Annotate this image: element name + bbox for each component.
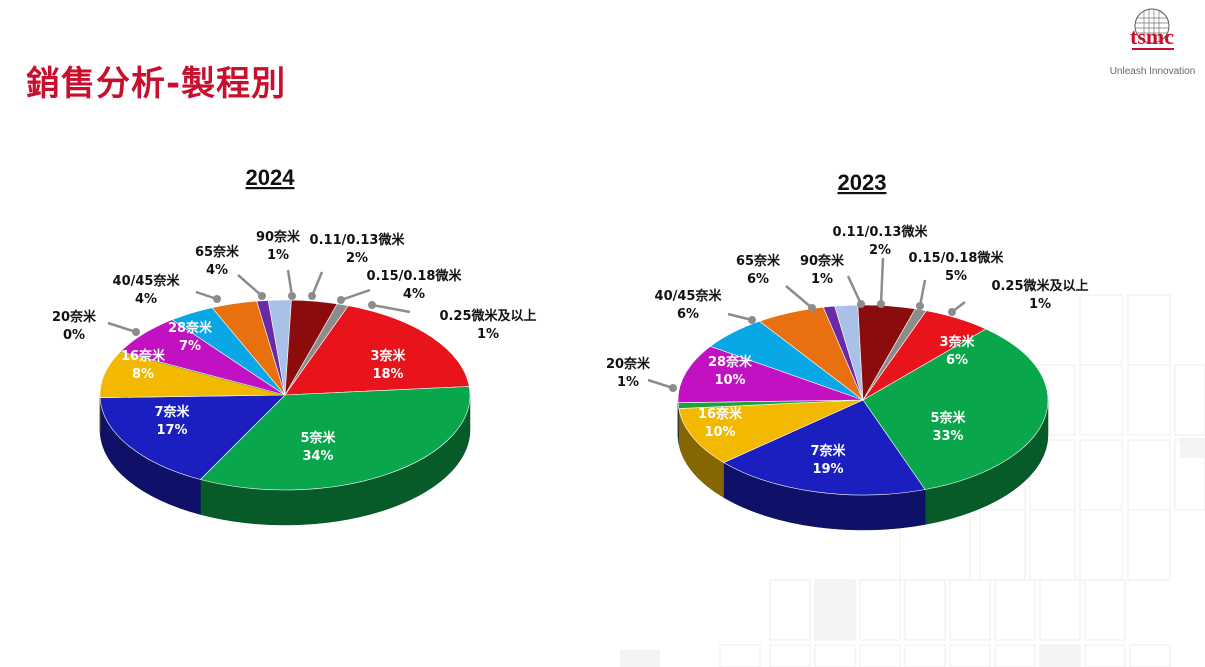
slice-percent: 6% — [946, 353, 968, 368]
leader-line — [310, 271, 324, 297]
slice-label: 0.11/0.13微米 — [310, 232, 406, 248]
slice-percent: 7% — [179, 339, 201, 354]
slice-percent: 1% — [1029, 297, 1051, 312]
pie-slice — [99, 394, 286, 480]
slice-label: 90奈米 — [256, 229, 301, 245]
chart-title: 2024 — [246, 165, 296, 190]
pie-slices — [677, 304, 1049, 496]
slice-label: 3奈米 — [939, 334, 975, 350]
pie-chart-2024: 2024 3奈米 18% 5奈米 34% 7奈米 17% 16奈米 8% 20奈米 0% 28奈米 7%… — [52, 165, 537, 526]
logo-wordmark: tsmc — [1130, 24, 1174, 49]
background-grid-decoration — [620, 294, 1205, 667]
slice-percent: 2% — [869, 243, 891, 258]
leader-line — [107, 321, 137, 334]
slice-label: 16奈米 — [698, 406, 743, 422]
slice-percent: 1% — [267, 248, 289, 263]
slice-label: 3奈米 — [370, 348, 406, 364]
leader-line — [237, 274, 263, 297]
leader-dot — [337, 296, 345, 304]
pie-slice — [284, 305, 470, 396]
slice-percent: 5% — [945, 269, 967, 284]
pie-slice — [99, 351, 286, 398]
slice-percent: 10% — [704, 425, 735, 440]
slice-label: 0.11/0.13微米 — [833, 224, 929, 240]
slice-label: 7奈米 — [154, 404, 190, 420]
pie-slice — [678, 399, 864, 463]
slice-percent: 18% — [372, 367, 403, 382]
leader-dot — [877, 300, 885, 308]
slice-percent: 2% — [346, 251, 368, 266]
leader-dot — [258, 292, 266, 300]
slice-label: 0.15/0.18微米 — [367, 268, 463, 284]
slice-label: 40/45奈米 — [655, 288, 723, 304]
leader-line — [727, 312, 753, 322]
slice-label: 5奈米 — [300, 430, 336, 446]
slice-label: 28奈米 — [168, 320, 213, 336]
leader-dot — [948, 308, 956, 316]
leader-line — [286, 269, 294, 297]
slice-percent: 6% — [747, 272, 769, 287]
leader-dot — [808, 304, 816, 312]
slice-label: 20奈米 — [606, 356, 651, 372]
leader-dot — [916, 302, 924, 310]
leader-dot — [368, 301, 376, 309]
slice-label: 28奈米 — [708, 354, 753, 370]
pie-labels: 3奈米 18% 5奈米 34% 7奈米 17% 16奈米 8% 20奈米 0% 28奈米 7% 40/4… — [52, 229, 537, 464]
slice-label: 0.25微米及以上 — [991, 278, 1088, 294]
slice-percent: 17% — [156, 423, 187, 438]
slice-percent: 4% — [206, 263, 228, 278]
slice-label: 0.15/0.18微米 — [909, 250, 1005, 266]
slice-label: 0.25微米及以上 — [439, 308, 536, 324]
slice-percent: 4% — [135, 292, 157, 307]
leader-line — [785, 285, 813, 309]
slice-percent: 19% — [812, 462, 843, 477]
leader-dot — [132, 328, 140, 336]
page-title: 銷售分析-製程別 — [26, 64, 287, 104]
slice-percent: 0% — [63, 328, 85, 343]
slice-label: 40/45奈米 — [113, 273, 181, 289]
slice-label: 7奈米 — [810, 443, 846, 459]
leader-dot — [669, 384, 677, 392]
slice-percent: 1% — [811, 272, 833, 287]
pie-slice — [677, 345, 864, 403]
leader-line — [879, 257, 885, 305]
slice-percent: 1% — [617, 375, 639, 390]
slice-percent: 8% — [132, 367, 154, 382]
leader-dot — [213, 295, 221, 303]
chart-title: 2023 — [838, 170, 887, 195]
slice-percent: 1% — [477, 327, 499, 342]
logo-tagline: Unleash Innovation — [1109, 66, 1196, 77]
leader-line — [340, 288, 371, 302]
slice-label: 5奈米 — [930, 410, 966, 426]
slice-percent: 10% — [714, 373, 745, 388]
leader-line — [918, 279, 927, 307]
leader-dot — [308, 292, 316, 300]
slice-label: 90奈米 — [800, 253, 845, 269]
pie-chart-2023: 2023 3奈米 6% 5奈米 33% 7奈米 19% 16奈米 10% 20奈米 1% 28奈米 10… — [606, 170, 1089, 531]
leader-line — [371, 303, 411, 314]
slice-label: 16奈米 — [121, 348, 166, 364]
slice-label: 65奈米 — [195, 244, 240, 260]
leader-dot — [748, 316, 756, 324]
slice-percent: 33% — [932, 429, 963, 444]
pie-slices — [99, 299, 471, 491]
slice-percent: 34% — [302, 449, 333, 464]
pie-slice — [862, 328, 1049, 490]
tsmc-logo: tsmc Unleash Innovation — [1100, 4, 1205, 80]
slice-label: 65奈米 — [736, 253, 781, 269]
leader-dot — [288, 292, 296, 300]
tsmc-logo-mark: tsmc — [1130, 8, 1174, 50]
slice-percent: 6% — [677, 307, 699, 322]
pie-labels: 3奈米 6% 5奈米 33% 7奈米 19% 16奈米 10% 20奈米 1% 28奈米 10% 40/… — [606, 224, 1089, 477]
slice-percent: 4% — [403, 287, 425, 302]
pie-slice — [723, 399, 926, 496]
slice-label: 20奈米 — [52, 309, 97, 325]
leader-dot — [857, 300, 865, 308]
pie-slice — [284, 303, 349, 396]
leader-line — [647, 378, 674, 390]
leader-line — [846, 275, 863, 305]
